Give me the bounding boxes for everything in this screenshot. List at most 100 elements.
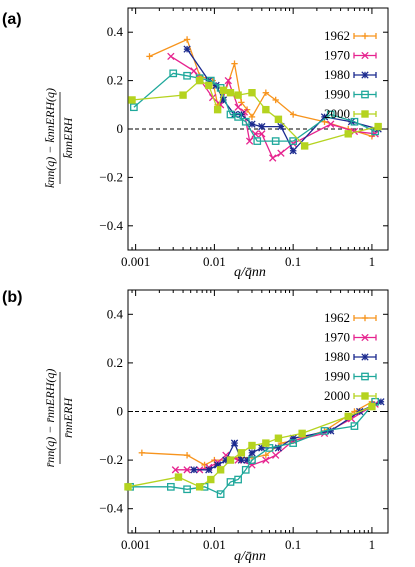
x-tick-label-a: 1 [369, 254, 376, 269]
data-point-1980 [205, 466, 213, 474]
panel-b: (b) r̄nn(q) − r̄nnERH(q) r̄nnERH q/q̄nn … [2, 289, 389, 564]
y-tick-label-b: −0.2 [99, 452, 123, 467]
data-point-1970 [350, 127, 359, 136]
series-2000-a [128, 76, 382, 150]
legend-marker-1962 [361, 32, 369, 40]
data-point-2000 [374, 122, 382, 131]
data-point-1990 [167, 482, 175, 491]
legend-label-2000: 2000 [324, 388, 350, 403]
series-line-1970 [170, 55, 376, 159]
data-point-2000 [248, 441, 256, 450]
data-point-1990 [241, 465, 250, 474]
data-point-1990 [216, 490, 225, 498]
data-point-1970 [224, 76, 232, 85]
data-point-1970 [190, 67, 198, 75]
series-1990-b [126, 397, 380, 498]
legend-label-1990: 1990 [324, 369, 350, 384]
legend-marker-1990 [361, 372, 369, 381]
legend-label-1970: 1970 [324, 48, 350, 63]
panel-a-y-axis-label: k̄nn(q) − k̄nnERH(q) k̄nnERH [43, 88, 75, 188]
y-tick-label-a: 0.4 [107, 24, 124, 39]
data-point-1990 [289, 137, 298, 145]
panel-b-x-axis-label: q/q̄nn [234, 549, 266, 564]
series-line-1990 [133, 72, 376, 142]
legend-marker-1970 [361, 51, 369, 60]
data-point-2000 [216, 466, 225, 474]
legend-a: 1962 1970 1980 1990 2000 [324, 28, 377, 121]
data-point-1962 [248, 113, 256, 121]
data-point-2000 [368, 402, 376, 411]
series-1980-a [183, 45, 382, 155]
data-point-1990 [289, 439, 298, 447]
data-point-1990 [241, 117, 250, 126]
x-tick-label-a: 0.1 [285, 254, 301, 269]
legend-marker-1980 [361, 353, 369, 361]
data-point-2000 [124, 483, 132, 491]
data-point-2000 [274, 434, 283, 442]
data-point-2000 [179, 91, 187, 99]
data-point-1990 [248, 456, 256, 464]
data-point-1980 [327, 427, 335, 435]
data-point-1962 [272, 96, 279, 104]
legend-label-2000: 2000 [324, 106, 350, 121]
data-point-2000 [234, 91, 242, 99]
data-point-1970 [183, 466, 191, 474]
data-point-1980 [258, 122, 266, 131]
data-point-2000 [174, 473, 183, 481]
data-point-1990 [130, 103, 138, 112]
data-point-2000 [274, 115, 283, 124]
x-tick-label-a: 0.001 [121, 254, 150, 269]
data-point-1970 [245, 137, 254, 145]
data-point-1970 [327, 120, 335, 128]
data-point-2000 [344, 130, 352, 138]
data-point-2000 [262, 439, 270, 447]
panel-a: (a) k̄nn(q) − k̄nnERH(q) k̄nnERH q/q̄nn … [2, 7, 389, 280]
data-point-2000 [195, 76, 204, 85]
data-point-1970 [371, 130, 379, 138]
legend-label-1962: 1962 [324, 28, 350, 43]
legend-marker-2000 [361, 392, 369, 400]
x-tick-label-b: 0.01 [203, 537, 226, 552]
data-point-1962 [146, 53, 153, 60]
panel-b-y-axis-label-numerator: r̄nn(q) − r̄nnERH(q) [43, 369, 57, 468]
data-point-1962 [262, 89, 270, 96]
panel-b-y-axis-label-denominator: r̄nnERH [61, 397, 75, 438]
data-point-1990 [234, 475, 242, 484]
data-point-1980 [248, 120, 256, 128]
panel-a-y-axis-label-numerator: k̄nn(q) − k̄nnERH(q) [43, 88, 57, 188]
data-point-1970 [258, 130, 266, 138]
legend-label-1980: 1980 [324, 67, 350, 82]
data-point-2000 [128, 96, 136, 104]
series-1962-b [138, 398, 376, 469]
legend-label-1990: 1990 [324, 87, 350, 102]
legend-label-1980: 1980 [324, 349, 350, 364]
data-point-2000 [300, 142, 309, 150]
data-point-1962 [138, 449, 146, 457]
y-tick-label-a: 0 [117, 121, 124, 136]
data-point-2000 [205, 81, 213, 90]
data-point-1990 [226, 110, 235, 119]
data-point-1990 [169, 69, 178, 78]
series-1980-b [190, 398, 385, 474]
data-point-2000 [248, 89, 256, 97]
data-point-1990 [183, 71, 191, 80]
data-point-1970 [167, 52, 175, 61]
legend-marker-1962 [361, 314, 369, 322]
data-point-1962 [183, 36, 191, 43]
data-point-1990 [350, 422, 359, 430]
data-point-1980 [277, 122, 285, 131]
x-tick-label-b: 1 [369, 537, 376, 552]
data-point-1962 [183, 452, 191, 459]
data-point-2000 [226, 89, 235, 97]
data-point-1980 [289, 147, 297, 155]
data-point-1980 [190, 466, 198, 474]
panel-a-y-axis-label-denominator: k̄nnERH [61, 116, 75, 158]
y-tick-label-a: 0.2 [107, 73, 123, 88]
x-tick-label-b: 0.001 [121, 537, 150, 552]
y-tick-label-b: 0.2 [107, 355, 123, 370]
data-point-1990 [350, 117, 359, 126]
data-point-1970 [262, 456, 270, 464]
data-point-1970 [277, 149, 285, 157]
data-point-2000 [219, 86, 228, 94]
